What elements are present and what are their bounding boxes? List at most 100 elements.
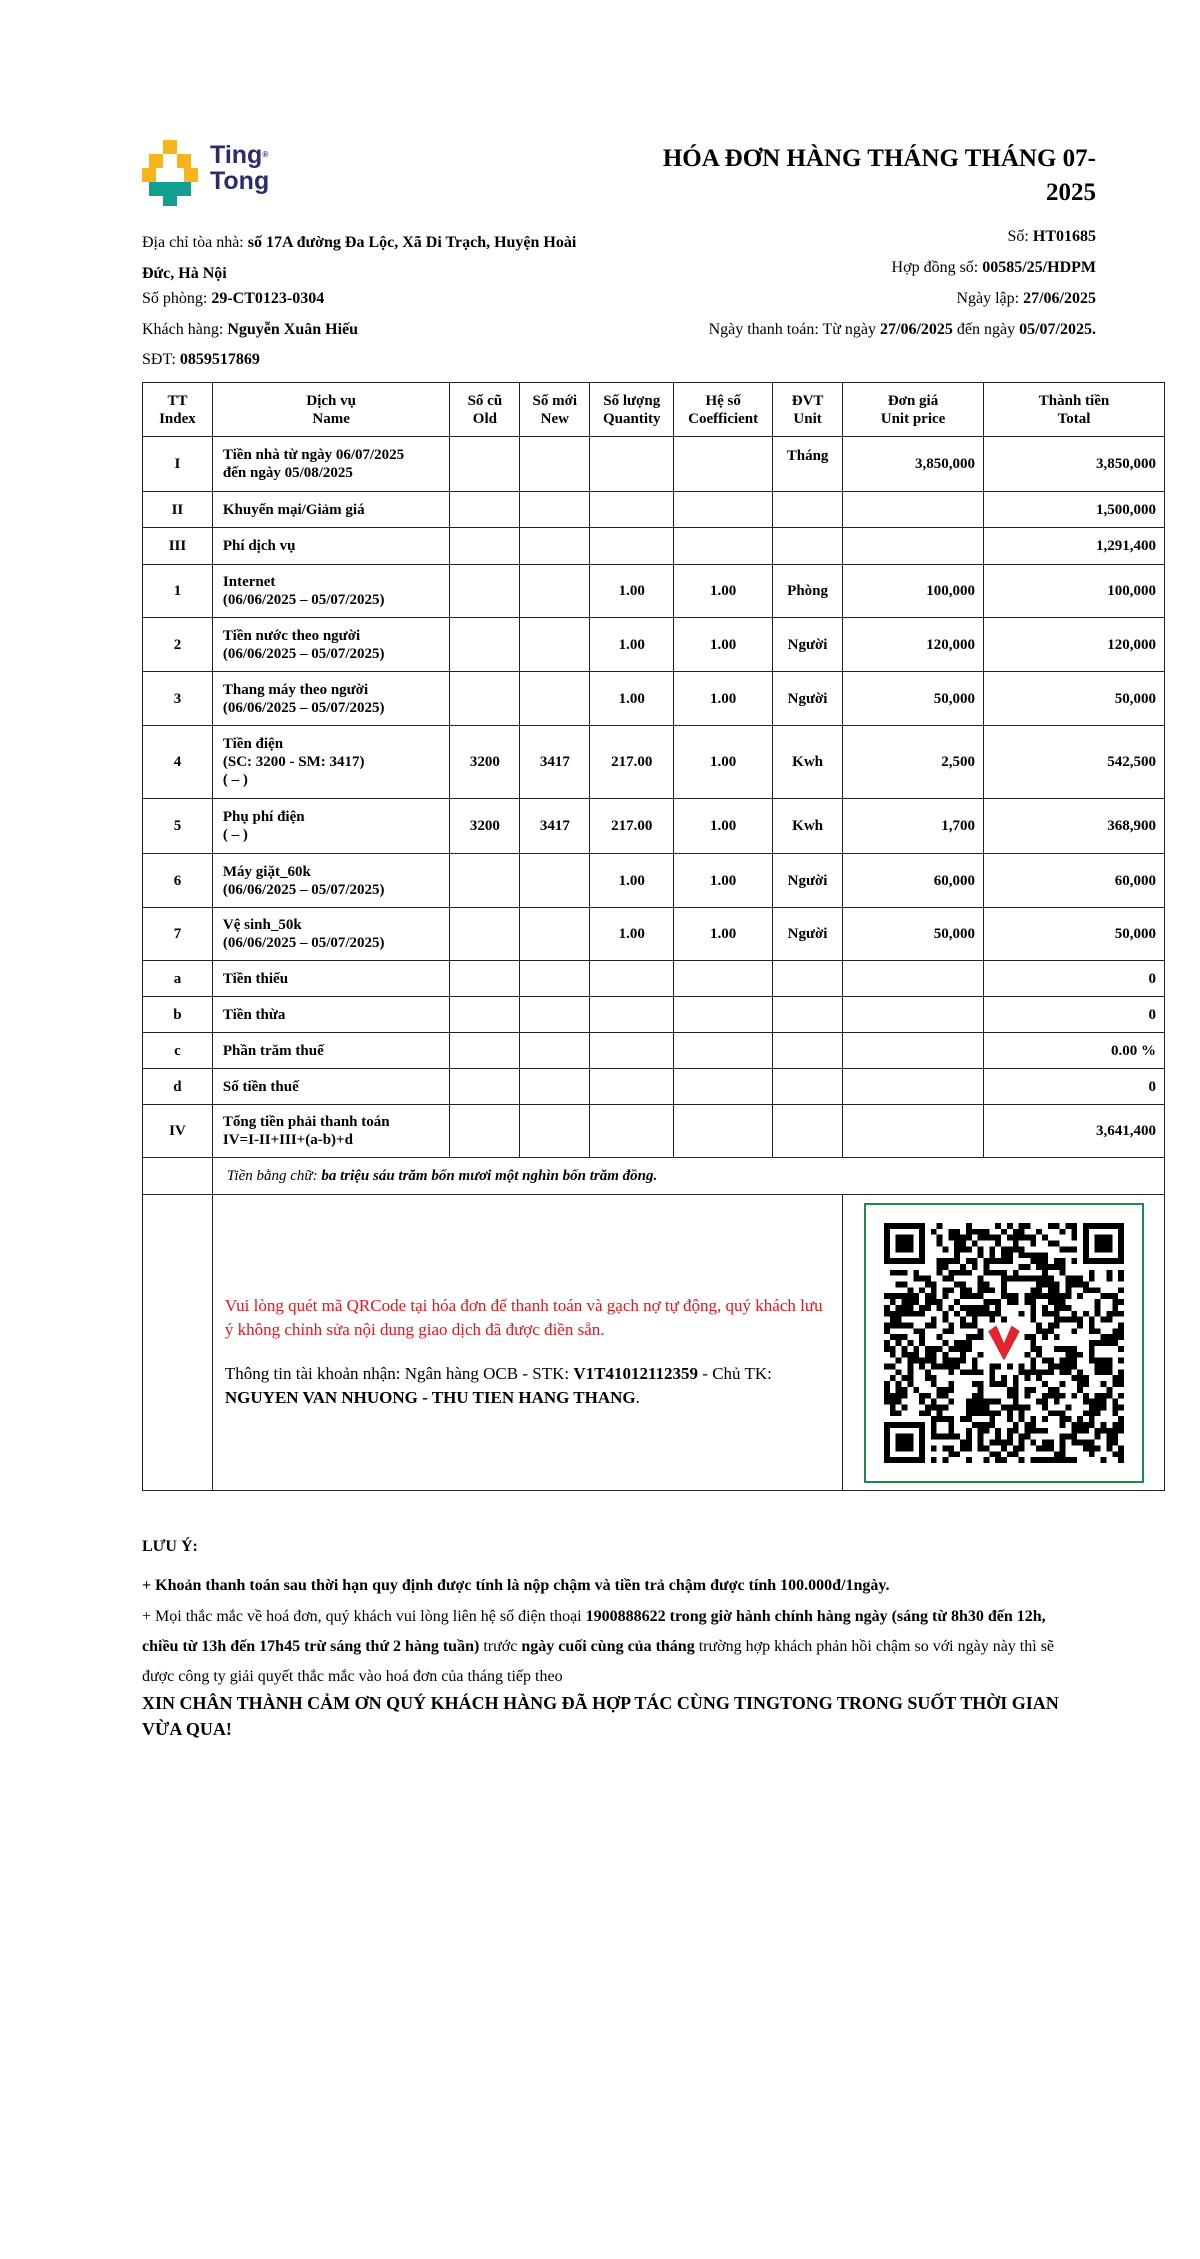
cell-qty bbox=[589, 960, 675, 997]
column-header-label: Hệ số bbox=[705, 392, 741, 409]
cell-unit: Tháng bbox=[772, 436, 844, 492]
cell-old bbox=[449, 1104, 521, 1158]
service-name-line: Vệ sinh_50k bbox=[222, 917, 302, 933]
cell-qty bbox=[589, 996, 675, 1033]
cell-unit bbox=[772, 1032, 844, 1069]
cell-unit bbox=[772, 960, 844, 997]
column-header-label: Số cũ bbox=[467, 392, 503, 409]
cell-new: 3417 bbox=[519, 798, 591, 854]
cell-old bbox=[449, 617, 521, 672]
table-header-row: TT Index Dịch vụ Name Số cũ Old Số mới New Số lư… bbox=[142, 382, 1165, 437]
inquiry-note: + Mọi thắc mắc về hoá đơn, quý khách vui… bbox=[142, 1608, 1055, 1685]
cell-new bbox=[519, 436, 591, 492]
cell-name: Tiền điện (SC: 3200 - SM: 3417) ( – ) bbox=[211, 725, 451, 799]
cell-name: Internet (06/06/2025 – 05/07/2025) bbox=[211, 564, 451, 618]
column-header-label: Dịch vụ bbox=[306, 392, 356, 409]
column-header-label: New bbox=[540, 410, 569, 427]
service-name-line: Số tiền thuế bbox=[222, 1078, 299, 1095]
cell-unit: Kwh bbox=[772, 725, 844, 799]
cell-price bbox=[842, 1104, 984, 1158]
cell-coef bbox=[673, 491, 774, 528]
cell-price bbox=[842, 960, 984, 997]
column-header-label: Unit price bbox=[880, 410, 946, 427]
table-row: 3 Thang máy theo người (06/06/2025 – 05/07… bbox=[142, 671, 1165, 726]
cell-index: 4 bbox=[142, 725, 213, 799]
cell-old bbox=[449, 853, 521, 908]
cell-total: 100,000 bbox=[983, 564, 1165, 618]
column-header-label: TT bbox=[167, 392, 188, 409]
column-header-label: Quantity bbox=[602, 410, 661, 427]
cell-coef: 1.00 bbox=[673, 617, 774, 672]
service-name-line: (06/06/2025 – 05/07/2025) bbox=[222, 645, 385, 662]
cell-new bbox=[519, 491, 591, 528]
table-row: I Tiền nhà từ ngày 06/07/2025 đến ngày 05/… bbox=[142, 436, 1165, 492]
cell-old bbox=[449, 1032, 521, 1069]
cell-index: 1 bbox=[142, 564, 213, 618]
column-header: Số mới New bbox=[519, 382, 591, 437]
cell-index: 5 bbox=[142, 798, 213, 854]
cell-qty bbox=[589, 1068, 675, 1105]
cell-index: d bbox=[142, 1068, 213, 1105]
column-header: Dịch vụ Name bbox=[211, 382, 451, 437]
service-name-line: (06/06/2025 – 05/07/2025) bbox=[222, 935, 385, 951]
customer-name: Khách hàng: Nguyễn Xuân Hiếu bbox=[142, 321, 359, 338]
service-name-line: IV=I-II+III+(a-b)+d bbox=[222, 1132, 353, 1148]
column-header-label: Old bbox=[472, 410, 497, 427]
qr-code-frame bbox=[863, 1202, 1144, 1483]
bank-account-info: Thông tin tài khoản nhận: Ngân hàng OCB … bbox=[224, 1363, 772, 1407]
cell-index: 6 bbox=[142, 853, 213, 908]
column-header: TT Index bbox=[142, 382, 213, 437]
service-name-line: ( – ) bbox=[222, 827, 248, 843]
service-name-line: Phụ phí điện bbox=[222, 809, 305, 825]
cell-index: 3 bbox=[142, 671, 213, 726]
service-name-line: Tiền điện bbox=[222, 736, 284, 752]
cell-qty: 1.00 bbox=[589, 853, 675, 908]
table-row: 2 Tiền nước theo người (06/06/2025 – 05/07… bbox=[142, 617, 1165, 672]
cell-old bbox=[449, 960, 521, 997]
table-row: b Tiền thừa 0 bbox=[142, 996, 1165, 1033]
cell-price: 1,700 bbox=[842, 798, 984, 854]
cell-old: 3200 bbox=[449, 725, 521, 799]
cell-name: Tiền thiếu bbox=[211, 960, 451, 997]
cell-total: 542,500 bbox=[983, 725, 1165, 799]
cell-index: II bbox=[142, 491, 213, 528]
cell-coef: 1.00 bbox=[673, 564, 774, 618]
cell-unit bbox=[772, 491, 844, 528]
cell-unit: Người bbox=[772, 853, 844, 908]
column-header-label: ĐVT bbox=[791, 392, 824, 409]
service-name-line: Internet bbox=[222, 574, 276, 590]
cell-unit bbox=[772, 996, 844, 1033]
cell-old bbox=[449, 996, 521, 1033]
cell-unit: Kwh bbox=[772, 798, 844, 854]
table-row: d Số tiền thuế 0 bbox=[142, 1068, 1165, 1105]
cell-price bbox=[842, 1032, 984, 1069]
cell-name: Máy giặt_60k (06/06/2025 – 05/07/2025) bbox=[211, 853, 451, 908]
cell-total: 50,000 bbox=[983, 671, 1165, 726]
column-header-label: Thành tiền bbox=[1038, 392, 1110, 409]
cell-name: Tổng tiền phải thanh toán IV=I-II+III+(a-… bbox=[211, 1104, 451, 1158]
cell-price: 50,000 bbox=[842, 671, 984, 726]
service-name-line: (06/06/2025 – 05/07/2025) bbox=[222, 699, 385, 716]
cell-new bbox=[519, 907, 591, 961]
cell-unit bbox=[772, 527, 844, 565]
cell-name: Số tiền thuế bbox=[211, 1068, 451, 1105]
cell-price bbox=[842, 996, 984, 1033]
cell-qty bbox=[589, 527, 675, 565]
column-header: Hệ số Coefficient bbox=[673, 382, 774, 437]
table-row: 1 Internet (06/06/2025 – 05/07/2025) 1.00 1.… bbox=[142, 564, 1165, 618]
cell-total: 120,000 bbox=[983, 617, 1165, 672]
cell-total: 3,641,400 bbox=[983, 1104, 1165, 1158]
cell-coef: 1.00 bbox=[673, 853, 774, 908]
cell-unit bbox=[772, 1104, 844, 1158]
cell-new bbox=[519, 564, 591, 618]
cell-qty: 217.00 bbox=[589, 798, 675, 854]
column-header-label: Name bbox=[312, 410, 350, 427]
cell-price: 3,850,000 bbox=[842, 436, 984, 492]
cell-coef bbox=[673, 1104, 774, 1158]
cell-unit bbox=[772, 1068, 844, 1105]
payment-period: Ngày thanh toán: Từ ngày 27/06/2025 đến … bbox=[708, 321, 1096, 338]
table-row: 6 Máy giặt_60k (06/06/2025 – 05/07/2025) 1.… bbox=[142, 853, 1165, 908]
cell-qty bbox=[589, 436, 675, 492]
cell-qty bbox=[589, 491, 675, 528]
column-header-label: Đơn giá bbox=[887, 392, 939, 409]
